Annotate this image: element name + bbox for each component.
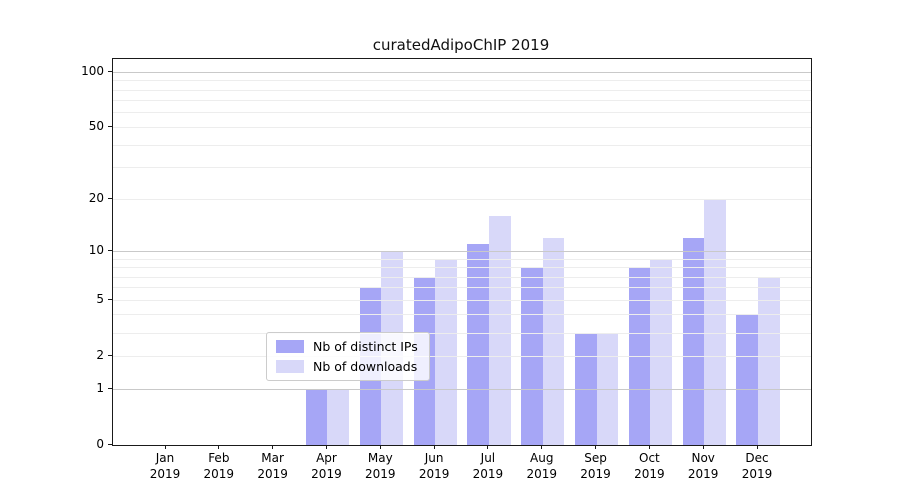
minor-gridline xyxy=(113,89,811,91)
minor-gridline xyxy=(113,198,811,200)
x-tick-mark xyxy=(702,445,704,449)
bar-distinct-ips-apr xyxy=(305,389,328,445)
y-tick-mark xyxy=(108,443,112,445)
legend-swatch-distinct-ips xyxy=(276,340,304,353)
x-tick-label: Jan 2019 xyxy=(130,450,200,482)
y-tick-mark xyxy=(108,197,112,199)
major-gridline xyxy=(113,250,811,252)
y-tick-mark xyxy=(108,249,112,251)
x-tick-label: Apr 2019 xyxy=(291,450,361,482)
x-tick-label: Aug 2019 xyxy=(507,450,577,482)
x-tick-year: 2019 xyxy=(472,467,504,481)
x-tick-year: 2019 xyxy=(149,467,181,481)
x-tick-mark xyxy=(541,445,543,449)
major-gridline xyxy=(113,388,811,390)
bar-downloads-jul xyxy=(488,216,511,445)
legend-label-downloads: Nb of downloads xyxy=(313,359,418,374)
x-tick-year: 2019 xyxy=(203,467,235,481)
x-tick-mark xyxy=(325,445,327,449)
x-tick-mark xyxy=(595,445,597,449)
legend-item-downloads: Nb of downloads xyxy=(276,359,418,374)
x-tick-label: Dec 2019 xyxy=(722,450,792,482)
minor-gridline xyxy=(113,144,811,146)
x-tick-label: Sep 2019 xyxy=(561,450,631,482)
minor-gridline xyxy=(113,100,811,102)
y-tick-mark xyxy=(108,387,112,389)
minor-gridline xyxy=(113,80,811,82)
y-tick-label: 20 xyxy=(88,191,104,206)
plot-area xyxy=(112,58,812,446)
x-tick-label: Jun 2019 xyxy=(399,450,469,482)
bar-distinct-ips-nov xyxy=(682,237,705,445)
minor-gridline xyxy=(113,167,811,169)
x-tick-year: 2019 xyxy=(741,467,773,481)
x-tick-year: 2019 xyxy=(311,467,342,481)
minor-gridline xyxy=(113,287,811,289)
legend-item-distinct-ips: Nb of distinct IPs xyxy=(276,339,418,354)
legend-label-distinct-ips: Nb of distinct IPs xyxy=(313,339,418,354)
minor-gridline xyxy=(113,355,811,357)
bar-downloads-oct xyxy=(650,259,672,445)
bar-downloads-dec xyxy=(758,277,780,445)
minor-gridline xyxy=(113,126,811,128)
major-gridline xyxy=(113,71,811,73)
y-tick-label: 2 xyxy=(96,348,104,363)
x-tick-mark xyxy=(379,445,381,449)
x-tick-year: 2019 xyxy=(634,467,665,481)
legend-swatch-downloads xyxy=(276,360,304,373)
minor-gridline xyxy=(113,276,811,278)
x-tick-year: 2019 xyxy=(418,467,450,481)
x-tick-label: May 2019 xyxy=(345,450,415,482)
bar-distinct-ips-dec xyxy=(736,314,758,445)
y-tick-mark xyxy=(108,70,112,72)
y-tick-label: 0 xyxy=(96,437,104,451)
minor-gridline xyxy=(113,314,811,316)
y-tick-label: 1 xyxy=(96,381,104,395)
bar-downloads-jun xyxy=(435,259,457,445)
x-tick-label: Feb 2019 xyxy=(184,450,254,482)
x-tick-mark xyxy=(756,445,758,449)
y-tick-mark xyxy=(108,298,112,300)
x-tick-year: 2019 xyxy=(257,467,288,481)
x-tick-label: Jul 2019 xyxy=(453,450,523,482)
x-tick-label: Nov 2019 xyxy=(668,450,738,482)
x-tick-mark xyxy=(648,445,650,449)
x-tick-mark xyxy=(272,445,274,449)
chart-title: curatedAdipoChIP 2019 xyxy=(372,36,550,54)
y-tick-label: 5 xyxy=(96,292,104,307)
x-tick-label: Mar 2019 xyxy=(238,450,308,482)
minor-gridline xyxy=(113,299,811,301)
bar-downloads-nov xyxy=(704,199,726,445)
y-tick-label: 50 xyxy=(88,119,104,134)
bar-distinct-ips-jul xyxy=(467,244,489,445)
y-tick-label: 10 xyxy=(88,243,104,258)
bar-downloads-aug xyxy=(542,237,565,445)
minor-gridline xyxy=(113,258,811,260)
minor-gridline xyxy=(113,332,811,334)
x-tick-label: Oct 2019 xyxy=(614,450,684,482)
x-tick-mark xyxy=(433,445,435,449)
minor-gridline xyxy=(113,267,811,268)
x-tick-year: 2019 xyxy=(364,467,396,481)
x-tick-mark xyxy=(487,445,489,449)
minor-gridline xyxy=(113,112,811,114)
x-tick-mark xyxy=(218,445,220,449)
y-tick-mark xyxy=(108,125,112,127)
x-tick-year: 2019 xyxy=(687,467,719,481)
x-tick-mark xyxy=(164,445,166,449)
y-tick-label: 100 xyxy=(81,64,104,79)
legend: Nb of distinct IPs Nb of downloads xyxy=(266,332,430,381)
bar-downloads-apr xyxy=(327,389,350,445)
y-tick-mark xyxy=(108,354,112,356)
x-tick-year: 2019 xyxy=(526,467,557,481)
x-tick-year: 2019 xyxy=(580,467,611,481)
